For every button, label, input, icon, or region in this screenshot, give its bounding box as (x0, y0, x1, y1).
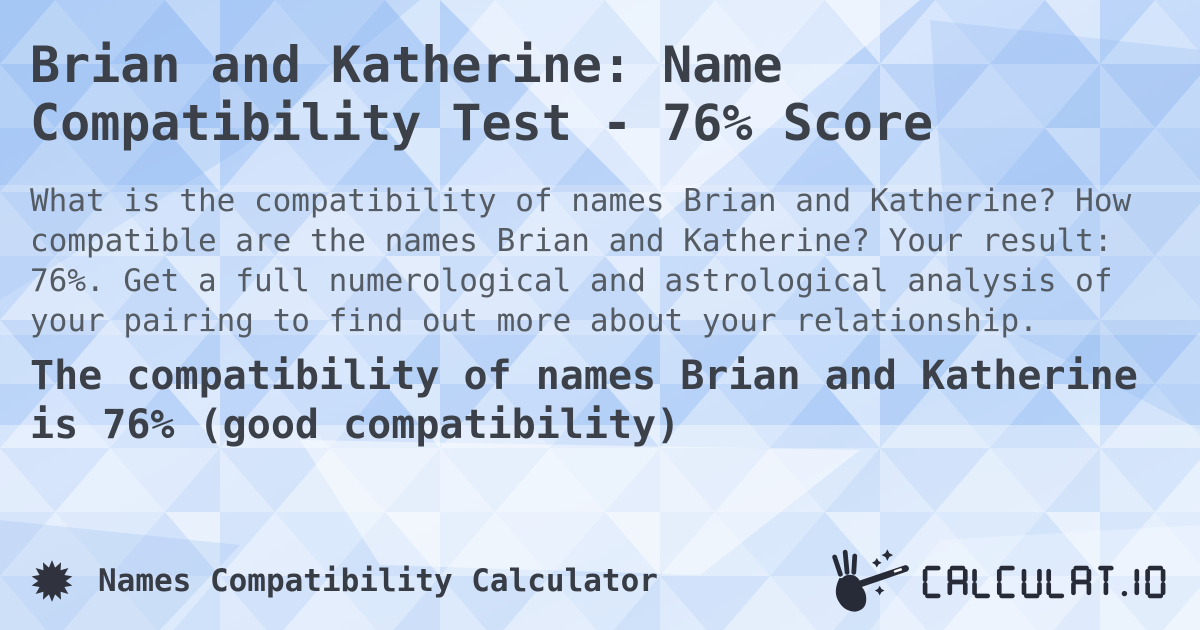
starburst-icon (31, 560, 73, 602)
logo-wordmark (923, 565, 1166, 599)
page-title: Brian and Katherine: Name Compatibility … (30, 36, 934, 152)
brand-label: Names Compatibility Calculator (98, 563, 658, 599)
result-heading: The compatibility of names Brian and Kat… (30, 353, 1138, 448)
magic-wand-hand-icon (832, 549, 910, 612)
calculatio-logo: CALCULAT.IO (826, 545, 1168, 617)
brand: Names Compatibility Calculator (30, 559, 658, 603)
page-description: What is the compatibility of names Brian… (30, 183, 1132, 339)
footer: Names Compatibility Calculator (30, 548, 1168, 614)
